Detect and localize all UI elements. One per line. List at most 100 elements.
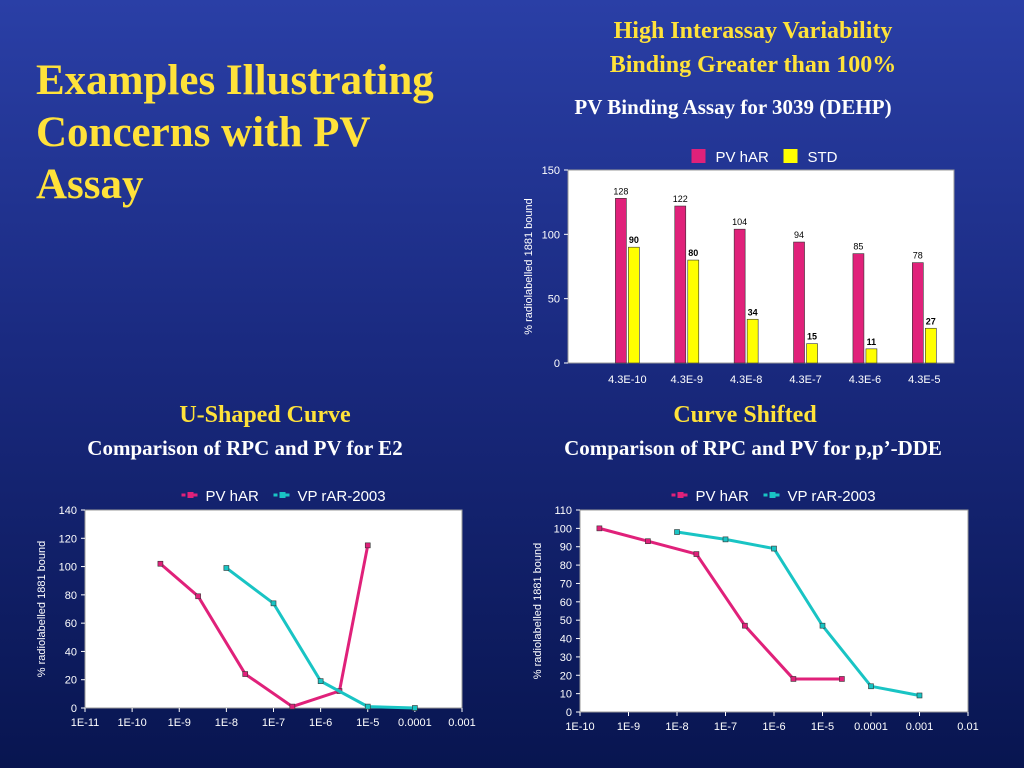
bottom-left-heading: U-Shaped Curve	[179, 402, 351, 428]
x-tick-label: 1E-9	[168, 717, 191, 729]
x-tick-label: 1E-10	[117, 717, 146, 729]
x-tick-label: 4.3E-8	[730, 374, 762, 386]
data-point-vp-rar-2003	[916, 692, 923, 699]
data-point-vp-rar-2003	[674, 529, 680, 535]
legend-label: STD	[808, 149, 838, 166]
y-tick-label: 100	[542, 229, 560, 241]
bar-data-label: 15	[807, 332, 817, 342]
y-tick-label: 110	[554, 505, 572, 517]
x-tick-label: 4.3E-6	[849, 374, 881, 386]
data-point-vp-rar-2003	[270, 600, 277, 607]
bar-data-label: 27	[926, 316, 936, 326]
data-point-pv-har	[289, 703, 296, 710]
data-point-pv-har	[242, 671, 249, 677]
bar-data-label: 104	[732, 217, 747, 227]
x-tick-label: 4.3E-5	[908, 374, 940, 386]
bar-data-label: 85	[853, 242, 863, 252]
x-tick-label: 4.3E-10	[608, 374, 647, 386]
bar-pv-har	[733, 228, 746, 364]
top-chart-heading-1: High Interassay Variability	[613, 18, 893, 44]
bar-pv-har	[674, 205, 687, 364]
y-tick-label: 40	[65, 646, 77, 658]
series-line-pv-har	[599, 526, 842, 681]
x-tick-label: 1E-10	[565, 721, 594, 733]
y-axis-label: % radiolabelled 1881 bound	[36, 541, 48, 677]
bar-data-label: 11	[867, 337, 877, 347]
y-tick-label: 140	[59, 505, 77, 517]
data-point-pv-har	[645, 538, 651, 545]
y-tick-label: 100	[554, 523, 572, 535]
legend-marker	[279, 492, 286, 498]
y-tick-label: 120	[59, 533, 77, 545]
y-tick-label: 150	[542, 165, 560, 177]
data-point-vp-rar-2003	[819, 622, 826, 629]
top-chart-subtitle: PV Binding Assay for 3039 (DEHP)	[574, 95, 892, 119]
y-tick-label: 80	[65, 590, 77, 602]
bar-pv-har	[793, 241, 805, 364]
bar-pv-har	[852, 253, 865, 364]
y-tick-label: 0	[554, 358, 560, 370]
x-tick-label: 1E-11	[71, 717, 100, 729]
y-tick-label: 70	[560, 578, 572, 590]
data-point-vp-rar-2003	[412, 705, 418, 711]
bar-data-label: 90	[629, 235, 639, 245]
x-tick-label: 1E-6	[762, 721, 785, 733]
data-point-vp-rar-2003	[771, 545, 777, 552]
legend-swatch	[783, 149, 798, 163]
x-tick-label: 0.01	[957, 721, 978, 733]
bar-std	[746, 318, 759, 364]
bar-data-label: 34	[748, 307, 758, 317]
bar-data-label: 94	[794, 230, 804, 240]
x-tick-label: 4.3E-7	[789, 374, 821, 386]
y-tick-label: 0	[71, 703, 77, 715]
data-point-pv-har	[742, 622, 748, 629]
x-tick-label: 1E-9	[617, 721, 640, 733]
bar-std	[687, 259, 700, 364]
bottom-right-subtitle: Comparison of RPC and PV for p,p’-DDE	[564, 436, 942, 460]
data-point-pv-har	[693, 551, 700, 557]
y-axis-label: % radiolabelled 1881 bound	[523, 198, 535, 334]
data-point-vp-rar-2003	[364, 703, 371, 710]
plot-area	[579, 509, 969, 713]
legend-marker	[187, 492, 194, 498]
series-line-pv-har	[159, 545, 370, 709]
data-point-pv-har	[195, 593, 201, 600]
page-title: Examples Illustrating Concerns with PV A…	[36, 57, 434, 208]
data-point-vp-rar-2003	[722, 536, 729, 543]
data-point-vp-rar-2003	[868, 683, 874, 690]
legend-label: VP rAR-2003	[788, 488, 876, 505]
x-tick-label: 0.001	[906, 721, 934, 733]
bar-data-label: 78	[913, 251, 923, 261]
y-tick-label: 40	[560, 634, 572, 646]
y-tick-label: 100	[59, 562, 77, 574]
data-point-pv-har	[157, 560, 164, 567]
y-tick-label: 80	[560, 560, 572, 572]
x-tick-label: 1E-5	[356, 717, 379, 729]
plot-area	[84, 509, 463, 709]
bar-data-label: 128	[613, 186, 628, 196]
legend-label: VP rAR-2003	[298, 488, 386, 505]
y-tick-label: 60	[65, 618, 77, 630]
x-tick-label: 4.3E-9	[671, 374, 703, 386]
legend-label: PV hAR	[716, 149, 770, 166]
data-point-pv-har	[596, 525, 603, 532]
bar-std	[628, 246, 640, 364]
legend-marker	[677, 492, 684, 498]
bottom-right-heading: Curve Shifted	[673, 402, 817, 428]
bar-data-label: 122	[673, 194, 688, 204]
legend-label: PV hAR	[696, 488, 750, 505]
x-tick-label: 1E-7	[262, 717, 285, 729]
legend-marker	[769, 492, 776, 498]
y-tick-label: 30	[560, 652, 572, 664]
y-tick-label: 20	[560, 670, 572, 682]
y-tick-label: 50	[560, 615, 572, 627]
x-tick-label: 1E-5	[811, 721, 834, 733]
x-tick-label: 0.0001	[398, 717, 432, 729]
bar-std	[865, 348, 878, 364]
y-tick-label: 20	[65, 675, 77, 687]
data-point-pv-har	[839, 676, 845, 682]
x-tick-label: 1E-8	[215, 717, 238, 729]
bar-std	[806, 343, 818, 364]
x-tick-label: 0.001	[448, 717, 476, 729]
